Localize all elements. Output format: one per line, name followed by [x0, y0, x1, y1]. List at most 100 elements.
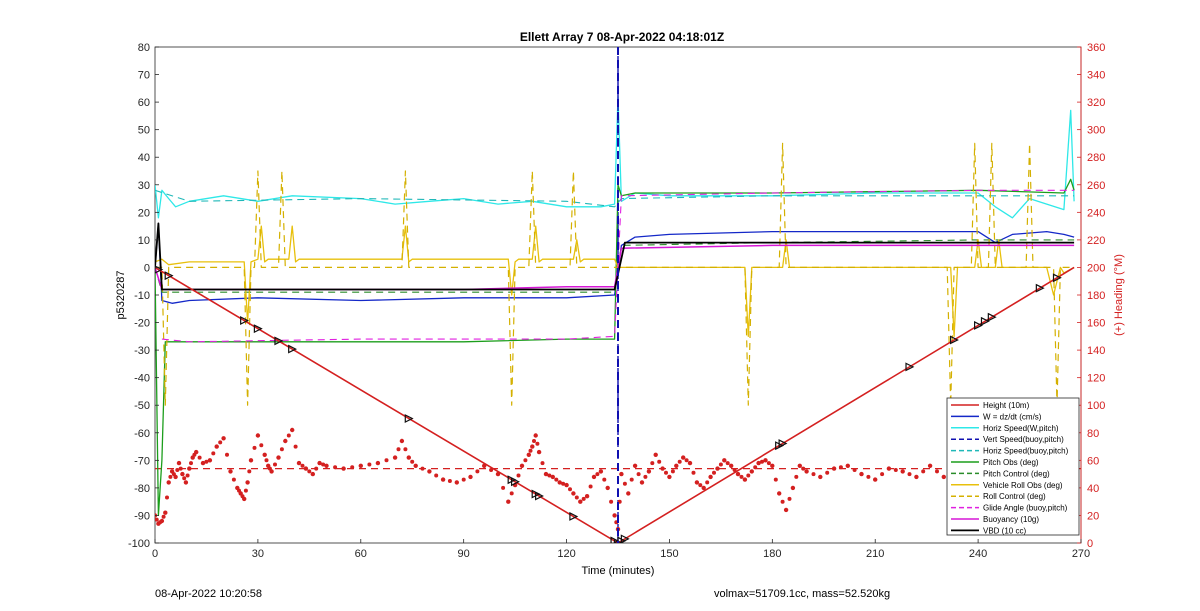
- heading-point: [350, 465, 355, 470]
- x-tick-label: 240: [969, 548, 987, 560]
- height-marker: [240, 316, 250, 325]
- heading-point: [384, 458, 389, 463]
- heading-point: [756, 460, 761, 466]
- heading-point: [845, 463, 850, 468]
- y-tick-label: -50: [134, 400, 150, 412]
- height-marker: [1052, 273, 1062, 283]
- y-tick-label: -40: [134, 373, 150, 385]
- heading-point: [550, 474, 555, 480]
- heading-point: [526, 452, 531, 457]
- y2-tick-label: 360: [1087, 42, 1105, 54]
- height-marker: [511, 477, 520, 487]
- heading-point: [749, 469, 754, 474]
- height-marker: [974, 320, 983, 330]
- heading-point: [557, 480, 562, 485]
- heading-point: [825, 470, 830, 475]
- heading-point: [178, 466, 183, 471]
- heading-point: [818, 474, 823, 480]
- heading-point: [650, 461, 655, 466]
- legend-label-vehicle-roll-obs-deg: Vehicle Roll Obs (deg): [983, 481, 1063, 490]
- heading-point: [564, 482, 569, 488]
- heading-point: [694, 480, 700, 485]
- y2-tick-label: 240: [1087, 207, 1105, 219]
- heading-point: [927, 463, 933, 468]
- heading-point: [183, 480, 189, 485]
- heading-point: [763, 458, 768, 463]
- heading-point: [333, 465, 338, 470]
- y2-tick-label: 0: [1087, 538, 1093, 550]
- height-marker: [987, 312, 997, 322]
- series-vehicle-roll-obs-deg: [155, 225, 1075, 337]
- heading-point: [454, 480, 459, 485]
- heading-point: [180, 471, 185, 477]
- height-marker: [950, 335, 959, 345]
- heading-point: [166, 480, 171, 485]
- heading-point: [516, 473, 521, 478]
- heading-point: [427, 469, 432, 474]
- x-tick-label: 30: [252, 548, 264, 560]
- heading-point: [632, 463, 638, 468]
- y2-tick-label: 300: [1087, 125, 1105, 137]
- height-marker: [1035, 283, 1045, 293]
- heading-point: [159, 518, 165, 524]
- height-marker: [569, 511, 579, 521]
- heading-point: [718, 462, 723, 467]
- heading-point: [746, 473, 751, 478]
- height-marker: [288, 344, 298, 354]
- y2-tick-label: 340: [1087, 70, 1105, 82]
- heading-point: [670, 469, 675, 474]
- heading-point: [197, 455, 202, 460]
- heading-point: [501, 485, 506, 490]
- y-tick-label: 30: [138, 180, 150, 192]
- heading-point: [324, 463, 329, 468]
- heading-point: [509, 491, 514, 496]
- series-vbd-10-cc: [155, 222, 1075, 291]
- heading-point: [612, 513, 617, 518]
- heading-point: [358, 463, 363, 468]
- heading-point: [410, 459, 415, 464]
- heading-point: [314, 466, 319, 471]
- heading-point: [264, 458, 269, 463]
- heading-point: [584, 494, 590, 499]
- footer-date: 08-Apr-2022 10:20:58: [155, 588, 263, 600]
- heading-point: [447, 479, 452, 483]
- heading-point: [674, 463, 679, 468]
- heading-point: [609, 499, 614, 504]
- heading-point: [907, 472, 912, 477]
- heading-point: [406, 455, 411, 460]
- heading-point: [204, 459, 209, 464]
- heading-point: [228, 469, 233, 474]
- heading-point: [523, 458, 528, 463]
- heading-point: [691, 470, 696, 475]
- heading-point: [375, 460, 381, 466]
- y2-tick-label: 140: [1087, 345, 1105, 357]
- y-tick-label: -10: [134, 290, 150, 302]
- heading-point: [660, 466, 665, 471]
- series-pitch-control-deg: [155, 239, 1075, 293]
- y-tick-label: -20: [134, 318, 150, 330]
- series-group: [155, 47, 1081, 543]
- heading-point: [392, 455, 398, 460]
- heading-point: [286, 433, 291, 438]
- y-axis-label: p5320287: [115, 271, 127, 320]
- height-marker: [404, 414, 414, 423]
- y2-tick-label: 60: [1087, 455, 1099, 467]
- heading-point: [866, 474, 871, 479]
- heading-point: [581, 496, 586, 501]
- heading-point: [602, 477, 607, 482]
- heading-point: [667, 474, 672, 480]
- heading-point: [519, 463, 525, 468]
- heading-point: [715, 466, 720, 471]
- heading-point: [646, 469, 652, 474]
- heading-point: [221, 436, 226, 441]
- y-tick-label: 50: [138, 125, 150, 137]
- height-marker: [905, 362, 915, 372]
- heading-point: [207, 458, 213, 463]
- heading-point: [574, 495, 579, 500]
- heading-point: [935, 469, 939, 474]
- height-marker: [980, 316, 990, 326]
- heading-point: [766, 461, 771, 466]
- heading-point: [729, 463, 734, 468]
- heading-point: [578, 499, 583, 504]
- legend-label-horiz-speed-buoy-pitch: Horiz Speed(buoy,pitch): [983, 447, 1069, 456]
